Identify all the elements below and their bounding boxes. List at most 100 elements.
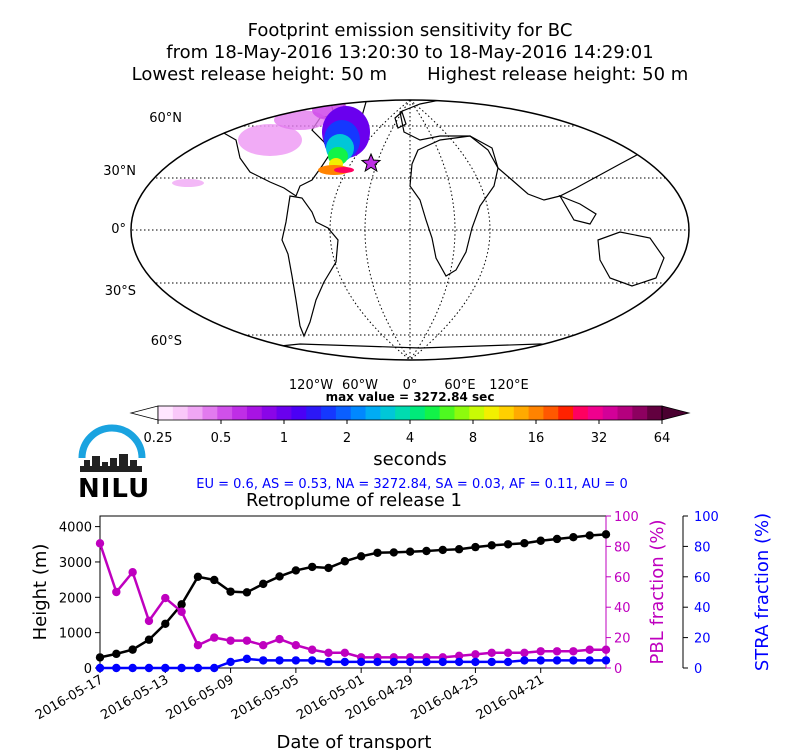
series-point-right2 <box>552 656 562 665</box>
series-point-left <box>389 548 399 557</box>
colorbar-cell <box>528 406 544 420</box>
colorbar-cell <box>498 406 515 420</box>
series-point-right1 <box>552 647 562 656</box>
series-point-right1 <box>242 636 252 645</box>
max-value-label: max value = 3272.84 sec <box>326 390 495 404</box>
colorbar-cell <box>187 406 203 420</box>
colorbar-cell <box>424 406 441 420</box>
colorbar-cell <box>647 406 663 420</box>
colorbar: 0.25 0.5 1 2 4 8 16 32 64 seconds <box>129 405 691 470</box>
pbl-axis-tick-label: 60 <box>614 571 631 586</box>
series-point-right2 <box>405 657 415 667</box>
series-point-right1 <box>340 648 350 657</box>
lat-label-0: 0° <box>111 222 126 237</box>
colorbar-tick-label: 16 <box>528 431 545 446</box>
pbl-axis-tick-label: 0 <box>614 662 622 677</box>
series-point-left <box>144 635 154 644</box>
series-point-right1 <box>569 647 578 656</box>
series-point-right1 <box>161 593 170 603</box>
series-point-right2 <box>226 657 235 667</box>
colorbar-cell <box>410 406 426 420</box>
colorbar-cell <box>202 406 218 420</box>
series-point-left <box>471 542 480 552</box>
region-fractions: EU = 0.6, AS = 0.53, NA = 3272.84, SA = … <box>196 477 627 492</box>
series-point-right2 <box>210 663 219 673</box>
colorbar-tick-label: 0.25 <box>144 431 173 446</box>
series-point-left <box>373 548 382 557</box>
colorbar-extend-high <box>661 405 691 421</box>
series-point-left <box>128 645 137 654</box>
chart-time-range: from 18-May-2016 13:20:30 to 18-May-2016… <box>166 42 654 63</box>
colorbar-cell <box>246 406 263 420</box>
series-point-left <box>438 545 447 555</box>
series-point-right2 <box>454 657 464 667</box>
series-point-left <box>487 541 496 550</box>
x-axis-tick-label: 2016-04-25 <box>408 672 481 723</box>
pbl-axis-tick-label: 100 <box>614 510 639 525</box>
series-point-left <box>422 546 431 556</box>
series-point-left <box>242 588 252 597</box>
colorbar-cell <box>261 406 278 420</box>
y-axis-label-height: Height (m) <box>30 544 51 641</box>
series-point-left <box>259 579 268 589</box>
series-point-right2 <box>177 663 186 673</box>
colorbar-unit-label: seconds <box>373 449 447 470</box>
chart-title: Footprint emission sensitivity for BC <box>247 20 573 41</box>
series-point-right2 <box>601 656 611 665</box>
series-point-right1 <box>112 587 121 597</box>
colorbar-cell <box>484 406 500 420</box>
series-point-left <box>291 566 301 575</box>
colorbar-cell <box>469 406 485 420</box>
colorbar-tick-labels: 0.25 0.5 1 2 4 8 16 32 64 <box>144 420 671 446</box>
colorbar-tick-label: 64 <box>654 431 671 446</box>
colorbar-cell <box>217 406 233 420</box>
series-point-right2 <box>144 663 154 673</box>
series-point-left <box>161 619 170 629</box>
series-point-right1 <box>193 641 203 650</box>
series-point-left <box>569 533 578 542</box>
series-point-left <box>601 530 611 539</box>
series-point-right2 <box>112 663 121 673</box>
series-point-right1 <box>601 645 611 654</box>
x-axis-tick-label: 2016-05-17 <box>33 672 106 723</box>
plot-area <box>99 515 607 669</box>
colorbar-tick-label: 4 <box>406 431 414 446</box>
logo-skyline <box>80 454 142 472</box>
series-point-right1 <box>324 648 333 657</box>
colorbar-tick-label: 2 <box>343 431 351 446</box>
lon-label-120e: 120°E <box>489 378 529 393</box>
series-point-right1 <box>487 648 496 657</box>
series-point-right1 <box>210 633 219 642</box>
latitude-labels: 60°N 30°N 0° 30°S 60°S <box>103 111 182 349</box>
series-point-left <box>193 572 203 581</box>
series-point-right1 <box>291 641 301 650</box>
lowest-release-height: Lowest release height: 50 m <box>131 64 387 85</box>
longitude-labels: 120°W 60°W 0° 60°E 120°E <box>289 378 529 393</box>
stra-axis-tick-label: 0 <box>694 662 702 677</box>
nilu-logo <box>78 424 146 472</box>
lon-label-60e: 60°E <box>444 378 475 393</box>
stra-axis-tick-label: 100 <box>694 510 719 525</box>
series-point-right1 <box>177 607 186 616</box>
lon-label-0: 0° <box>403 378 418 393</box>
stra-axis-tick-label: 20 <box>694 632 711 647</box>
colorbar-cell <box>617 406 633 420</box>
series-point-left <box>503 540 513 549</box>
series-point-right2 <box>275 656 284 665</box>
series-point-left <box>95 653 105 662</box>
series-point-left <box>226 587 235 596</box>
left-axis: 0 1000 2000 3000 4000 <box>59 521 100 677</box>
series-point-right2 <box>585 656 594 665</box>
colorbar-cell <box>172 406 189 420</box>
colorbar-cell <box>306 406 322 420</box>
colorbar-cell <box>350 406 367 420</box>
stra-axis-tick-label: 60 <box>694 571 711 586</box>
colorbar-cell <box>335 406 352 420</box>
series-point-right2 <box>536 656 545 665</box>
colorbar-cell <box>454 406 470 420</box>
colorbar-cell <box>291 406 307 420</box>
pbl-axis-tick-label: 40 <box>614 601 631 616</box>
series-point-right2 <box>373 657 382 667</box>
colorbar-tick-label: 32 <box>591 431 608 446</box>
